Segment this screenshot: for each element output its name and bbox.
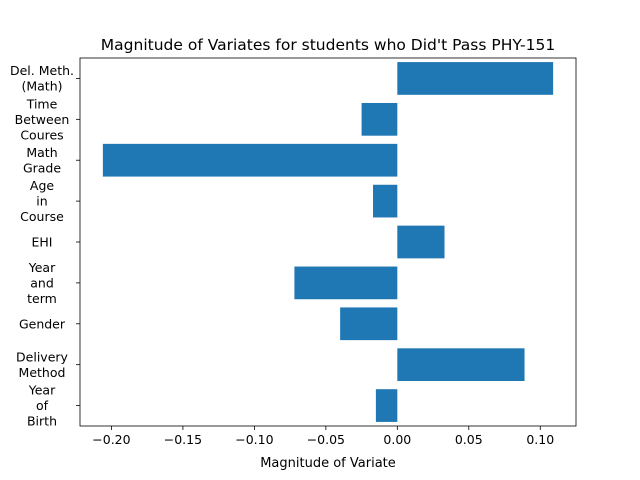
y-tick-label: Delivery Method <box>16 349 68 380</box>
x-tick-label: −0.05 <box>307 432 345 447</box>
bar <box>373 184 398 218</box>
x-axis-label: Magnitude of Variate <box>260 456 396 471</box>
x-tick-label: −0.20 <box>92 432 130 447</box>
y-tick-label: Gender <box>19 316 66 331</box>
y-tick-label: Math Grade <box>23 145 61 176</box>
bar <box>361 102 398 136</box>
bar <box>397 62 554 95</box>
bar <box>102 143 398 177</box>
chart-title: Magnitude of Variates for students who D… <box>101 36 555 54</box>
x-tick-label: 0.10 <box>526 432 554 447</box>
x-tick-label: 0.00 <box>383 432 411 447</box>
y-tick-label: Del. Meth. (Math) <box>10 63 74 94</box>
y-tick-label: EHI <box>32 235 53 250</box>
x-tick-label: 0.05 <box>455 432 483 447</box>
y-tick-label: Time Between Coures <box>15 96 70 142</box>
bar <box>340 307 398 341</box>
bars <box>102 62 554 422</box>
x-tick-label: −0.15 <box>164 432 202 447</box>
y-tick-label: Year and term <box>27 260 57 306</box>
bar <box>397 225 445 259</box>
plot-frame <box>79 57 577 427</box>
bar <box>397 348 525 382</box>
bar <box>294 266 398 300</box>
y-tick-label: Age in Course <box>20 178 64 224</box>
x-tick-label: −0.10 <box>235 432 273 447</box>
x-axis-ticks: −0.20 −0.15 −0.10 −0.05 0.00 0.05 0.10 <box>92 426 554 447</box>
y-tick-label: Year of Birth <box>27 383 57 429</box>
bar <box>375 389 398 422</box>
